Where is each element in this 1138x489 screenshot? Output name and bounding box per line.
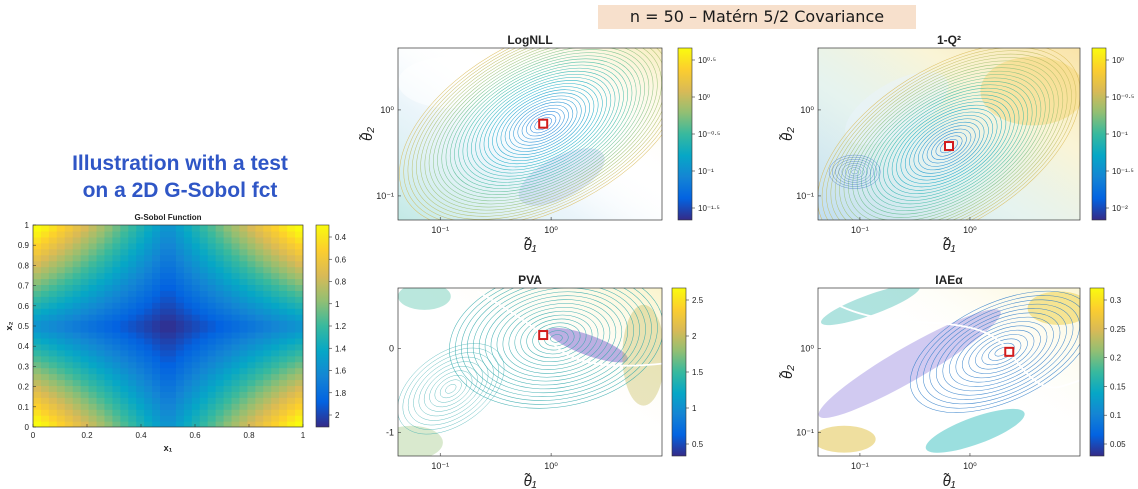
panel-3-y-tick: 0 [389, 343, 394, 353]
panel-4-xlabel: θ̃₁ [943, 473, 956, 489]
banner-background [598, 5, 916, 29]
panel-2-xlabel: θ̃₁ [943, 237, 956, 254]
panel-3-title: PVA [518, 273, 542, 287]
panel-3-plot-area [398, 288, 662, 456]
gsobol-x-tick: 0.2 [81, 431, 93, 440]
gsobol-x-tick: 0 [31, 431, 36, 440]
panel-2-optimum-marker [944, 141, 954, 152]
panel-1-x-tick: 10⁻¹ [431, 225, 449, 235]
gsobol-xlabel: x₁ [164, 443, 173, 453]
gsobol-colorbar-tick: 0.4 [335, 233, 347, 242]
panel-4-ylabel: θ̃₂ [779, 365, 796, 379]
panel-2-colorbar-tick: 10⁻² [1112, 204, 1128, 213]
gsobol-title: G-Sobol Function [134, 213, 201, 222]
gsobol-y-tick: 0.9 [18, 241, 30, 250]
gsobol-ylabel: x₂ [4, 321, 14, 330]
panel-4-plot-area [818, 288, 1080, 456]
panel-3-optimum-marker [538, 330, 549, 341]
gsobol-y-tick: 0.7 [18, 282, 30, 291]
panel-2-plot-area [818, 48, 1080, 220]
panel-2-colorbar-tick: 10⁻⁰·⁵ [1112, 93, 1134, 102]
panel-1-colorbar [677, 47, 693, 221]
panel-4-colorbar-tick: 0.15 [1110, 382, 1126, 391]
panel-1-x-tick: 10⁰ [544, 225, 558, 235]
gsobol-colorbar [315, 224, 330, 428]
gsobol-y-tick: 0.5 [18, 322, 30, 331]
panel-3-colorbar-tick: 2.5 [692, 296, 704, 305]
panel-2-y-tick: 10⁰ [800, 105, 814, 115]
gsobol-colorbar-tick: 2 [335, 411, 340, 420]
illustration-text: Illustration with a test on a 2D G-Sobol… [0, 150, 360, 204]
gsobol-x-tick: 0.4 [135, 431, 147, 440]
panel-3-colorbar-tick: 0.5 [692, 440, 704, 449]
panel-1-colorbar-tick: 10⁻⁰·⁵ [698, 130, 720, 139]
panel-2-colorbar [1091, 47, 1107, 221]
gsobol-x-tick: 1 [301, 431, 306, 440]
panel-1-y-tick: 10⁰ [380, 105, 394, 115]
panel-3-y-tick: -1 [386, 427, 394, 437]
panel-3-colorbar-tick: 1 [692, 404, 697, 413]
panel-3-colorbar-tick: 1.5 [692, 368, 704, 377]
panel-3-colorbar-tick: 2 [692, 332, 697, 341]
panel-3-x-tick: 10⁻¹ [431, 461, 449, 471]
panel-4-title: IAEα [935, 273, 963, 287]
panel-1-colorbar-tick: 10⁻¹·⁵ [698, 204, 720, 213]
gsobol-colorbar-tick: 1.6 [335, 367, 347, 376]
gsobol-y-tick: 0.6 [18, 302, 30, 311]
panel-2-x-tick: 10⁻¹ [851, 225, 869, 235]
panel-1-ylabel: θ̃₂ [359, 127, 376, 141]
panel-2-colorbar-tick: 10⁻¹ [1112, 130, 1128, 139]
panel-4-optimum-marker [1004, 346, 1015, 357]
panel-4-y-tick: 10⁻¹ [796, 427, 814, 437]
gsobol-y-tick: 1 [25, 221, 30, 230]
panel-3-colorbar [671, 287, 687, 457]
panel-1-plot-area [398, 48, 662, 220]
gsobol-colorbar-tick: 0.6 [335, 255, 347, 264]
gsobol-y-tick: 0.4 [18, 342, 30, 351]
panel-1-colorbar-tick: 10⁻¹ [698, 167, 714, 176]
panel-1-y-tick: 10⁻¹ [376, 191, 394, 201]
gsobol-x-tick: 0.6 [189, 431, 201, 440]
panel-1-xlabel: θ̃₁ [524, 237, 537, 254]
panel-4-x-tick: 10⁰ [963, 461, 977, 471]
panel-4-x-tick: 10⁻¹ [851, 461, 869, 471]
panel-4-colorbar-tick: 0.2 [1110, 354, 1122, 363]
gsobol-y-tick: 0.8 [18, 261, 30, 270]
gsobol-y-tick: 0 [25, 423, 30, 432]
gsobol-colorbar-tick: 0.8 [335, 278, 347, 287]
panel-4-colorbar-tick: 0.05 [1110, 440, 1126, 449]
panel-4-colorbar-tick: 0.25 [1110, 325, 1126, 334]
illustration-line-1: Illustration with a test [72, 152, 288, 175]
panel-1-optimum-marker [538, 118, 549, 129]
panel-2-colorbar-tick: 10⁻¹·⁵ [1112, 167, 1134, 176]
panel-1-colorbar-tick: 10⁰ [698, 93, 710, 102]
panel-1-title: LogNLL [507, 33, 552, 47]
gsobol-y-tick: 0.3 [18, 362, 30, 371]
panel-2-y-tick: 10⁻¹ [796, 191, 814, 201]
gsobol-colorbar-tick: 1.2 [335, 322, 347, 331]
gsobol-colorbar-tick: 1 [335, 300, 340, 309]
panel-3-xlabel: θ̃₁ [524, 473, 537, 489]
panel-2-colorbar-tick: 10⁰ [1112, 56, 1124, 65]
panel-4-y-tick: 10⁰ [800, 343, 814, 353]
panel-3-x-tick: 10⁰ [544, 461, 558, 471]
panel-2-x-tick: 10⁰ [963, 225, 977, 235]
gsobol-colorbar-tick: 1.4 [335, 344, 347, 353]
panel-1-colorbar-tick: 10⁰·⁵ [698, 56, 716, 65]
gsobol-y-tick: 0.2 [18, 383, 30, 392]
panel-4-colorbar-tick: 0.3 [1110, 296, 1122, 305]
panel-4-colorbar [1089, 287, 1105, 457]
panel-2-ylabel: θ̃₂ [779, 127, 796, 141]
gsobol-heatmap [33, 225, 303, 427]
illustration-line-2: on a 2D G-Sobol fct [82, 179, 278, 202]
gsobol-colorbar-tick: 1.8 [335, 389, 347, 398]
banner-title: n = 50 – Matérn 5/2 Covariance [629, 7, 885, 26]
panel-2-title: 1-Q² [937, 33, 961, 47]
gsobol-y-tick: 0.1 [18, 403, 30, 412]
gsobol-x-tick: 0.8 [243, 431, 255, 440]
panel-4-colorbar-tick: 0.1 [1110, 411, 1122, 420]
